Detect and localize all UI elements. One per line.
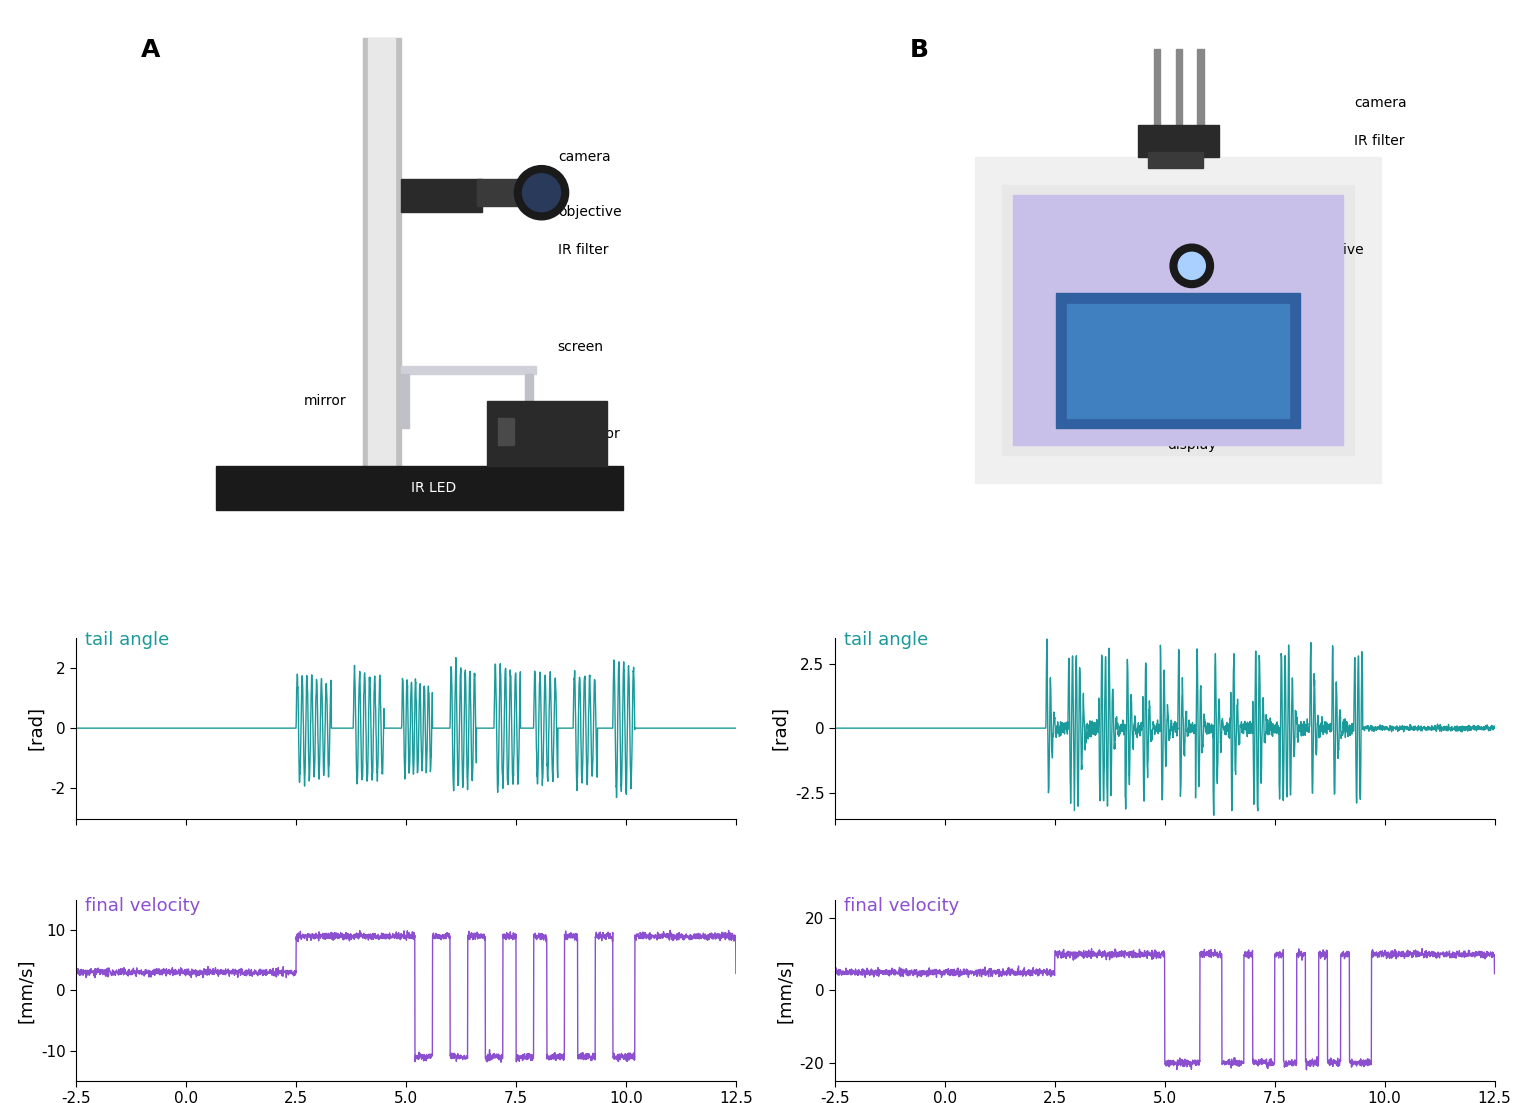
Circle shape bbox=[1179, 253, 1205, 279]
Text: B: B bbox=[910, 39, 929, 62]
Text: objective: objective bbox=[1301, 243, 1363, 257]
Text: camera: camera bbox=[558, 150, 610, 164]
Text: tail angle: tail angle bbox=[85, 631, 169, 649]
Bar bbox=[1154, 50, 1161, 158]
Bar bbox=[1002, 184, 1354, 456]
Text: screen: screen bbox=[558, 340, 604, 354]
Bar bbox=[401, 374, 409, 428]
Bar bbox=[363, 39, 401, 482]
Y-axis label: [mm/s]: [mm/s] bbox=[776, 959, 795, 1022]
Bar bbox=[1068, 303, 1289, 418]
Text: final velocity: final velocity bbox=[85, 897, 200, 914]
Text: IR filter: IR filter bbox=[1354, 135, 1405, 148]
Bar bbox=[974, 158, 1382, 482]
Y-axis label: [rad]: [rad] bbox=[772, 706, 790, 750]
Text: final velocity: final velocity bbox=[843, 897, 959, 914]
Circle shape bbox=[1170, 244, 1214, 288]
Bar bbox=[488, 401, 607, 467]
Bar bbox=[217, 467, 622, 510]
Bar bbox=[476, 179, 531, 206]
Text: camera: camera bbox=[1354, 96, 1408, 110]
Bar bbox=[1138, 125, 1218, 158]
Circle shape bbox=[514, 165, 569, 219]
Text: display: display bbox=[1167, 438, 1217, 451]
Bar bbox=[1176, 50, 1182, 158]
Text: IR LED: IR LED bbox=[410, 481, 456, 495]
Bar bbox=[368, 39, 395, 482]
Bar bbox=[1013, 195, 1344, 445]
Circle shape bbox=[523, 174, 561, 212]
Text: IR filter: IR filter bbox=[558, 243, 608, 257]
Bar bbox=[499, 418, 514, 445]
Text: mirror: mirror bbox=[303, 394, 346, 408]
Text: objective: objective bbox=[558, 205, 621, 218]
Text: tail angle: tail angle bbox=[843, 631, 927, 649]
Text: A: A bbox=[140, 39, 160, 62]
Bar bbox=[1148, 152, 1203, 169]
Text: IR LEDs: IR LEDs bbox=[1046, 259, 1098, 272]
Bar bbox=[401, 179, 482, 212]
Bar bbox=[401, 366, 537, 374]
Y-axis label: [mm/s]: [mm/s] bbox=[17, 959, 35, 1022]
Y-axis label: [rad]: [rad] bbox=[27, 706, 46, 750]
Bar bbox=[1057, 293, 1301, 428]
Text: projector: projector bbox=[558, 427, 621, 441]
Bar bbox=[525, 374, 534, 428]
Bar bbox=[1197, 50, 1203, 158]
